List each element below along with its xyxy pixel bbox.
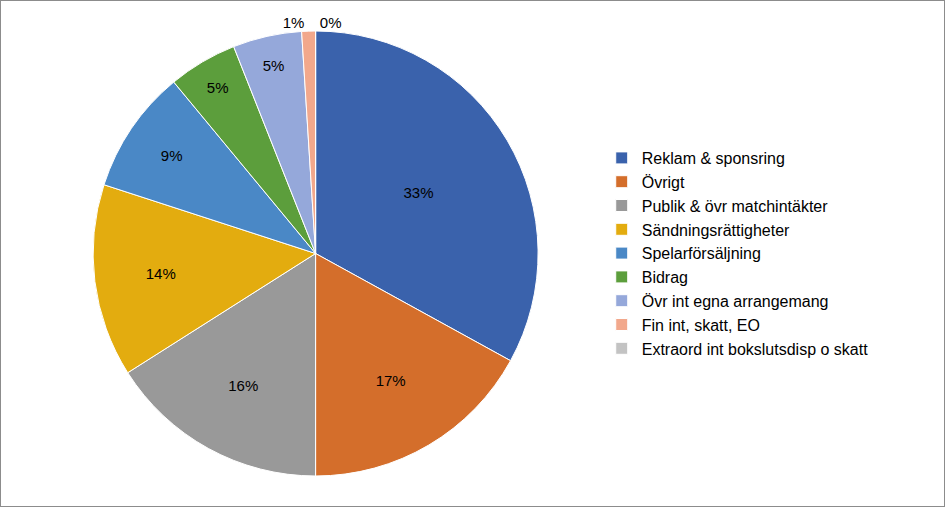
svg-text:16%: 16% — [228, 377, 258, 394]
svg-text:Publik & övr matchintäkter: Publik & övr matchintäkter — [642, 198, 829, 215]
svg-text:Övrigt: Övrigt — [642, 174, 685, 191]
svg-text:33%: 33% — [403, 184, 433, 201]
svg-text:Fin int, skatt, EO: Fin int, skatt, EO — [642, 317, 760, 334]
svg-text:Spelarförsäljning: Spelarförsäljning — [642, 245, 761, 262]
svg-text:5%: 5% — [207, 79, 229, 96]
svg-text:Reklam & sponsring: Reklam & sponsring — [642, 150, 785, 167]
svg-text:Övr int egna arrangemang: Övr int egna arrangemang — [642, 293, 829, 310]
svg-text:Bidrag: Bidrag — [642, 269, 688, 286]
svg-text:Sändningsrättigheter: Sändningsrättigheter — [642, 222, 790, 239]
svg-text:17%: 17% — [376, 372, 406, 389]
svg-text:Extraord int bokslutsdisp o sk: Extraord int bokslutsdisp o skatt — [642, 341, 868, 358]
svg-text:14%: 14% — [146, 265, 176, 282]
svg-text:5%: 5% — [263, 57, 285, 74]
svg-text:0%: 0% — [320, 14, 342, 31]
svg-text:1%: 1% — [283, 14, 305, 31]
svg-text:9%: 9% — [161, 147, 183, 164]
